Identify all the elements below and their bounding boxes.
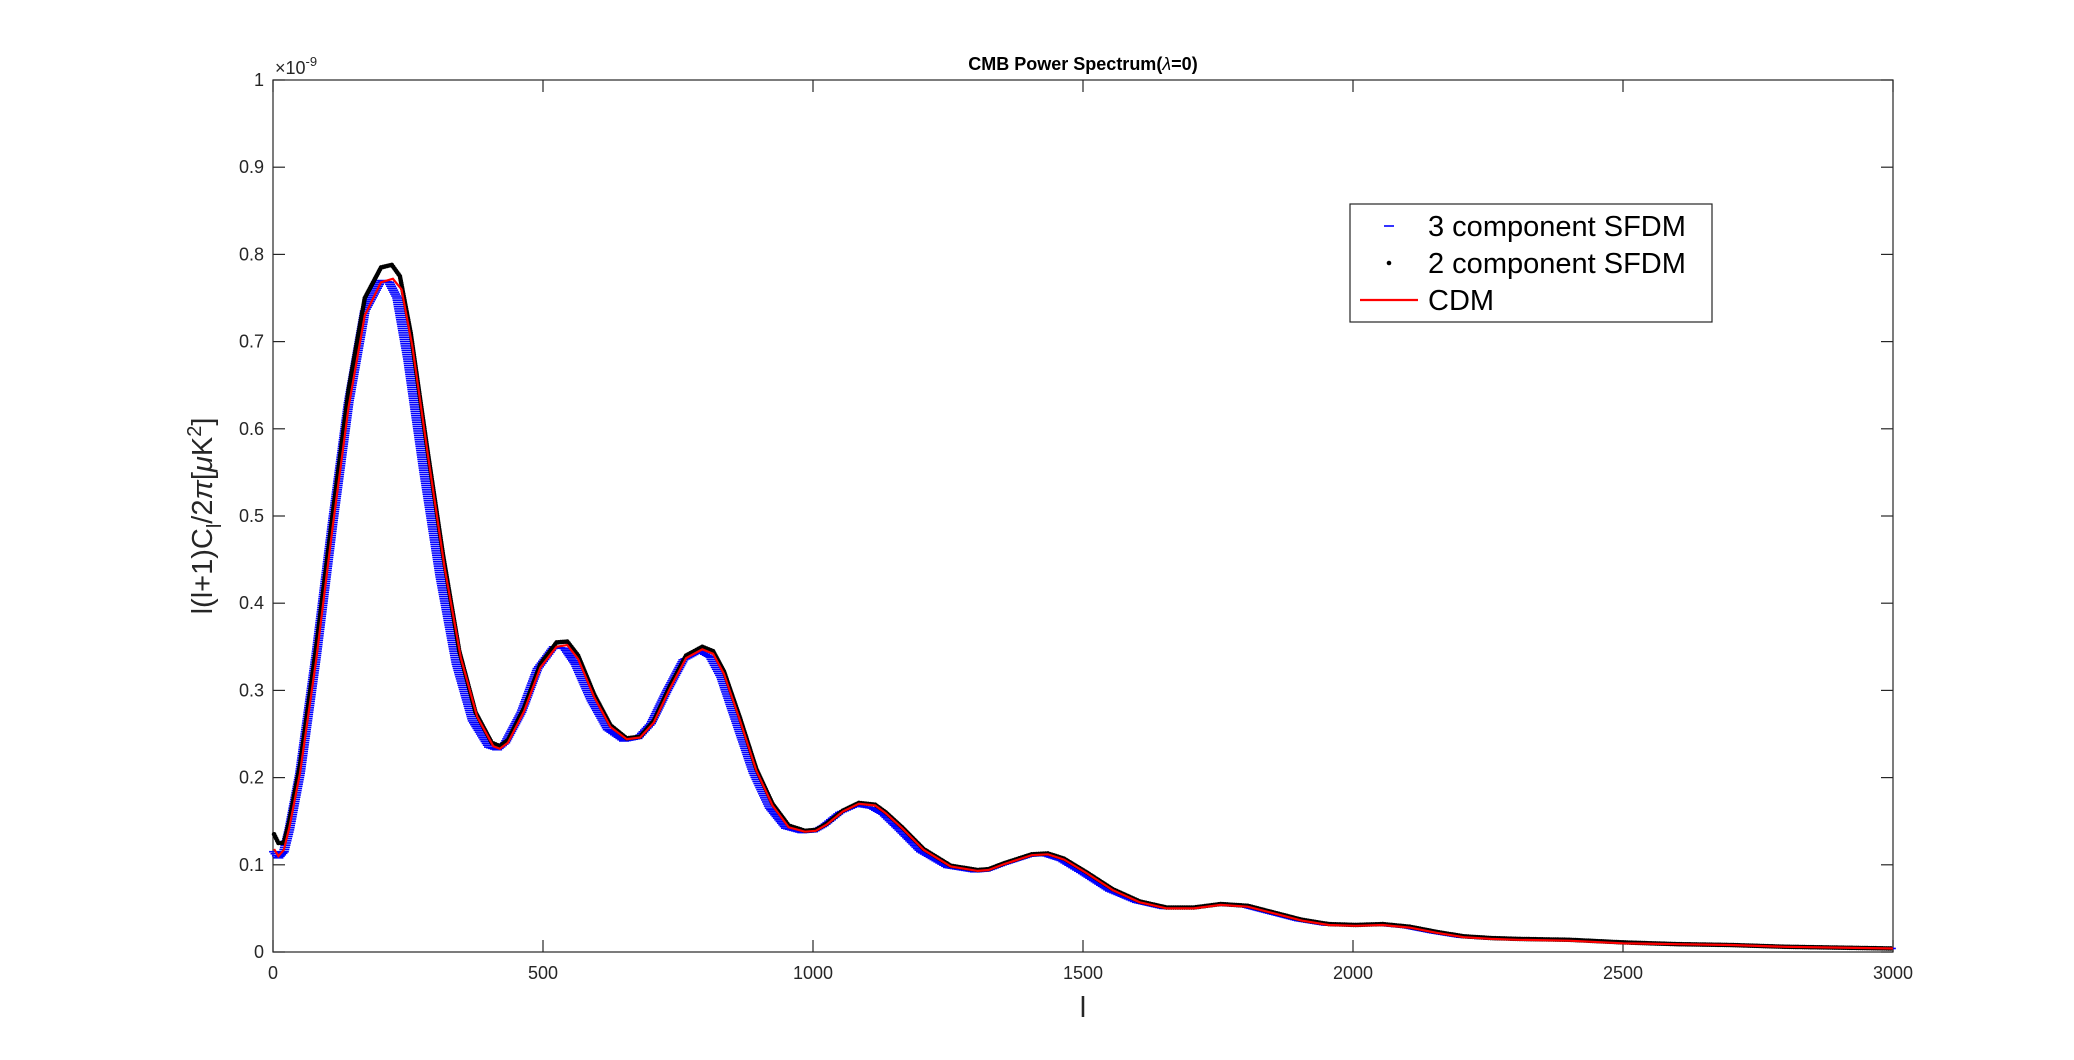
chart-title-prefix: CMB Power Spectrum(: [968, 54, 1162, 74]
y-axis-label: l(l+1)Cl/2π[μK2]: [184, 418, 226, 615]
series-3: [273, 277, 1894, 950]
legend-entries: 3 component SFDM 2 component SFDM CDM: [1360, 211, 1686, 317]
y-exponent-base: ×10: [275, 58, 306, 78]
series-line-cdm: [273, 277, 1894, 950]
y-tick-label: 0.2: [239, 768, 264, 788]
x-tick-label: 500: [528, 963, 558, 983]
legend-label: CDM: [1428, 285, 1494, 317]
y-label-part-3: /2: [187, 500, 219, 524]
legend-entry: 2 component SFDM: [1386, 248, 1686, 280]
y-label-subscript: l: [204, 524, 226, 528]
y-label-bracket-close: ]: [187, 418, 219, 426]
legend-label: 3 component SFDM: [1428, 211, 1686, 243]
y-tick-label: 0.6: [239, 419, 264, 439]
y-label-kelvin: K: [187, 436, 219, 456]
x-tick-label: 3000: [1873, 963, 1913, 983]
x-tick-label: 0: [268, 963, 278, 983]
y-tick-label: 0.9: [239, 157, 264, 177]
y-axis-ticks: 0 0.1 0.2 0.3 0.4 0.5 0.6 0.7 0.8 0.9 1: [239, 70, 1893, 962]
legend-label: 2 component SFDM: [1428, 248, 1686, 280]
x-tick-label: 1000: [793, 963, 833, 983]
y-axis-exponent: ×10-9: [275, 54, 317, 78]
y-label-superscript: 2: [184, 426, 206, 437]
series-layer: [269, 262, 1896, 951]
x-axis-label: l: [1080, 992, 1086, 1024]
y-tick-label: 0.3: [239, 680, 264, 700]
y-label-pi: π: [187, 480, 219, 500]
chart-title: CMB Power Spectrum(λ=0): [968, 54, 1197, 74]
y-tick-label: 0.5: [239, 506, 264, 526]
legend-entry: 3 component SFDM: [1384, 211, 1686, 243]
y-tick-label: 0.1: [239, 855, 264, 875]
legend-swatch: [1386, 260, 1392, 266]
y-tick-label: 0.4: [239, 593, 264, 613]
chart-title-suffix: =0): [1171, 54, 1198, 74]
legend-box: [1349, 203, 1713, 323]
y-label-part-1: l(l+1)C: [187, 528, 219, 614]
chart-legend: 3 component SFDM 2 component SFDM CDM: [1349, 203, 1713, 323]
y-label-mu: μ: [187, 456, 219, 473]
x-axis-ticks: 0 500 1000 1500 2000 2500 3000: [268, 80, 1913, 983]
legend-entry: CDM: [1360, 285, 1494, 317]
y-tick-label: 0.7: [239, 332, 264, 352]
chart-title-symbol: λ: [1161, 54, 1171, 74]
y-tick-label: 1: [254, 70, 264, 90]
x-tick-label: 1500: [1063, 963, 1103, 983]
x-tick-label: 2000: [1333, 963, 1373, 983]
y-exponent-power: -9: [306, 54, 318, 69]
y-tick-label: 0.8: [239, 244, 264, 264]
y-label-bracket-open: [: [187, 472, 219, 480]
y-tick-label: 0: [254, 942, 264, 962]
x-tick-label: 2500: [1603, 963, 1643, 983]
